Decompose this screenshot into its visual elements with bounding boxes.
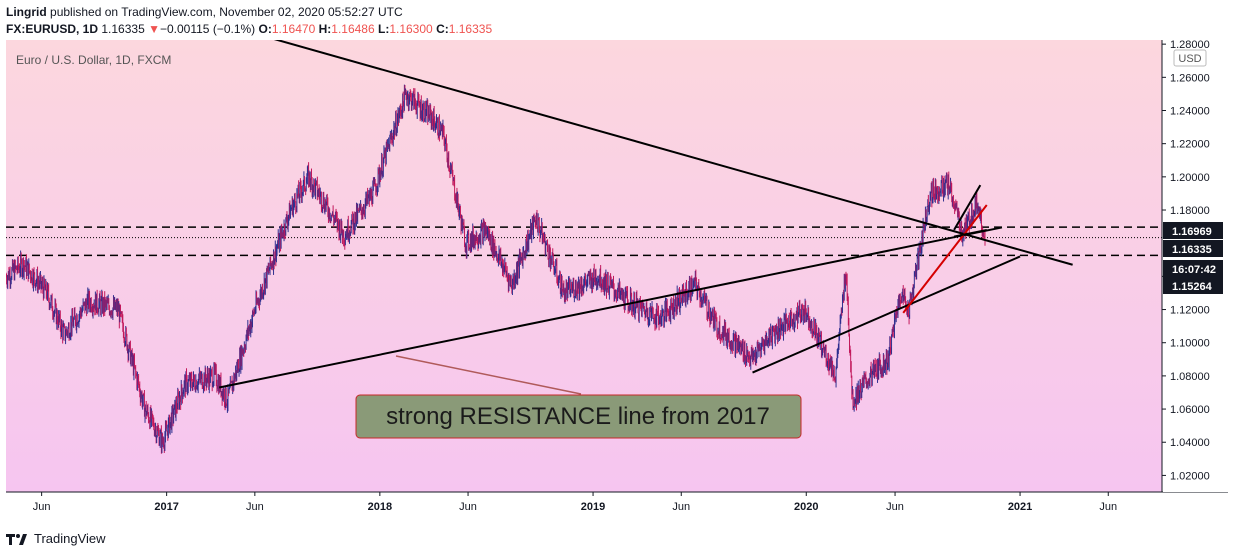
callout-pointer: [395, 355, 582, 395]
y-tick-label: 1.02000: [1170, 470, 1210, 482]
low-label: L:: [378, 22, 390, 36]
axes: 1.28000 1.26000 1.24000 1.22000 1.20000 1.180…: [6, 39, 1228, 520]
y-tick-label: 1.26000: [1170, 72, 1210, 84]
price-label: 16:07:42: [1172, 264, 1216, 276]
y-tick-label: 1.20000: [1170, 172, 1210, 184]
x-tick-label: 2019: [581, 501, 605, 513]
x-tick-label: Jun: [459, 501, 477, 513]
callout-box: [355, 394, 802, 439]
currency-box: [1173, 49, 1207, 67]
price-label-box: [1163, 277, 1223, 294]
down-arrow-icon: ▼: [148, 22, 160, 36]
y-tick-label: 1.28000: [1170, 40, 1210, 51]
open-label: O:: [258, 22, 272, 36]
y-tick-label: 1.06000: [1170, 404, 1210, 416]
x-tick-label: 2017: [154, 501, 178, 513]
price-label: 1.16335: [1172, 244, 1212, 256]
open-value: 1.16470: [271, 22, 316, 36]
x-axis-background: [6, 493, 1228, 520]
callout-text: strong RESISTANCE line from 2017: [386, 403, 770, 430]
x-tick-label: Jun: [1099, 501, 1117, 513]
y-tick-label: 1.22000: [1170, 139, 1210, 151]
y-tick-label: 1.10000: [1170, 338, 1210, 350]
price-label: 1.15264: [1172, 281, 1213, 293]
high-value: 1.16486: [331, 22, 375, 36]
x-tick-label: 2018: [368, 501, 392, 513]
black-trendline: [174, 10, 1073, 266]
symbol-label: FX:EURUSD, 1D: [6, 22, 99, 36]
low-value: 1.16300: [389, 22, 433, 36]
high-label: H:: [318, 22, 332, 36]
price-change: −0.00115 (−0.1%): [159, 22, 256, 36]
y-tick-label: 1.12000: [1170, 305, 1210, 317]
y-tick-label: 1.18000: [1170, 205, 1210, 217]
chart-header: Lingrid published on TradingView.com, No…: [6, 4, 492, 38]
y-tick-label: 1.08000: [1170, 371, 1210, 383]
close-value: 1.16335: [448, 22, 493, 36]
price-chart[interactable]: strong RESISTANCE line from 2017 1.28000…: [5, 10, 1228, 520]
black-trendline: [953, 228, 987, 238]
y-tick-label: 1.24000: [1170, 105, 1210, 117]
black-trendline: [219, 226, 1003, 389]
chart-area[interactable]: strong RESISTANCE line from 2017 1.28000…: [5, 10, 1228, 520]
currency-label: USD: [1178, 53, 1201, 65]
close-label: C:: [436, 22, 449, 36]
x-tick-label: 2020: [794, 501, 818, 513]
price-series: [5, 84, 986, 454]
footer: TradingView: [6, 531, 106, 546]
black-trendline: [752, 255, 1021, 374]
x-tick-label: Jun: [886, 501, 904, 513]
tradingview-logo-icon[interactable]: [6, 532, 28, 546]
author-name[interactable]: Lingrid: [6, 5, 47, 19]
red-trendline: [902, 204, 988, 314]
trendlines: [174, 10, 1073, 389]
chart-title: Euro / U.S. Dollar, 1D, FXCM: [16, 53, 171, 67]
brand-name[interactable]: TradingView: [34, 531, 106, 546]
x-tick-label: Jun: [246, 501, 264, 513]
annotation-callout: strong RESISTANCE line from 2017: [355, 355, 802, 439]
x-tick-label: 2021: [1008, 501, 1032, 513]
x-tick-label: Jun: [672, 501, 690, 513]
last-price: 1.16335: [101, 22, 145, 36]
price-label: 1.16969: [1172, 226, 1212, 238]
y-tick-label: 1.04000: [1170, 437, 1210, 449]
price-label-box: [1163, 260, 1223, 277]
x-tick-label: Jun: [33, 501, 51, 513]
published-text: published on TradingView.com, November 0…: [50, 5, 403, 19]
black-trendline: [953, 184, 982, 231]
price-label-box: [1163, 222, 1223, 239]
price-label-box: [1163, 240, 1223, 257]
